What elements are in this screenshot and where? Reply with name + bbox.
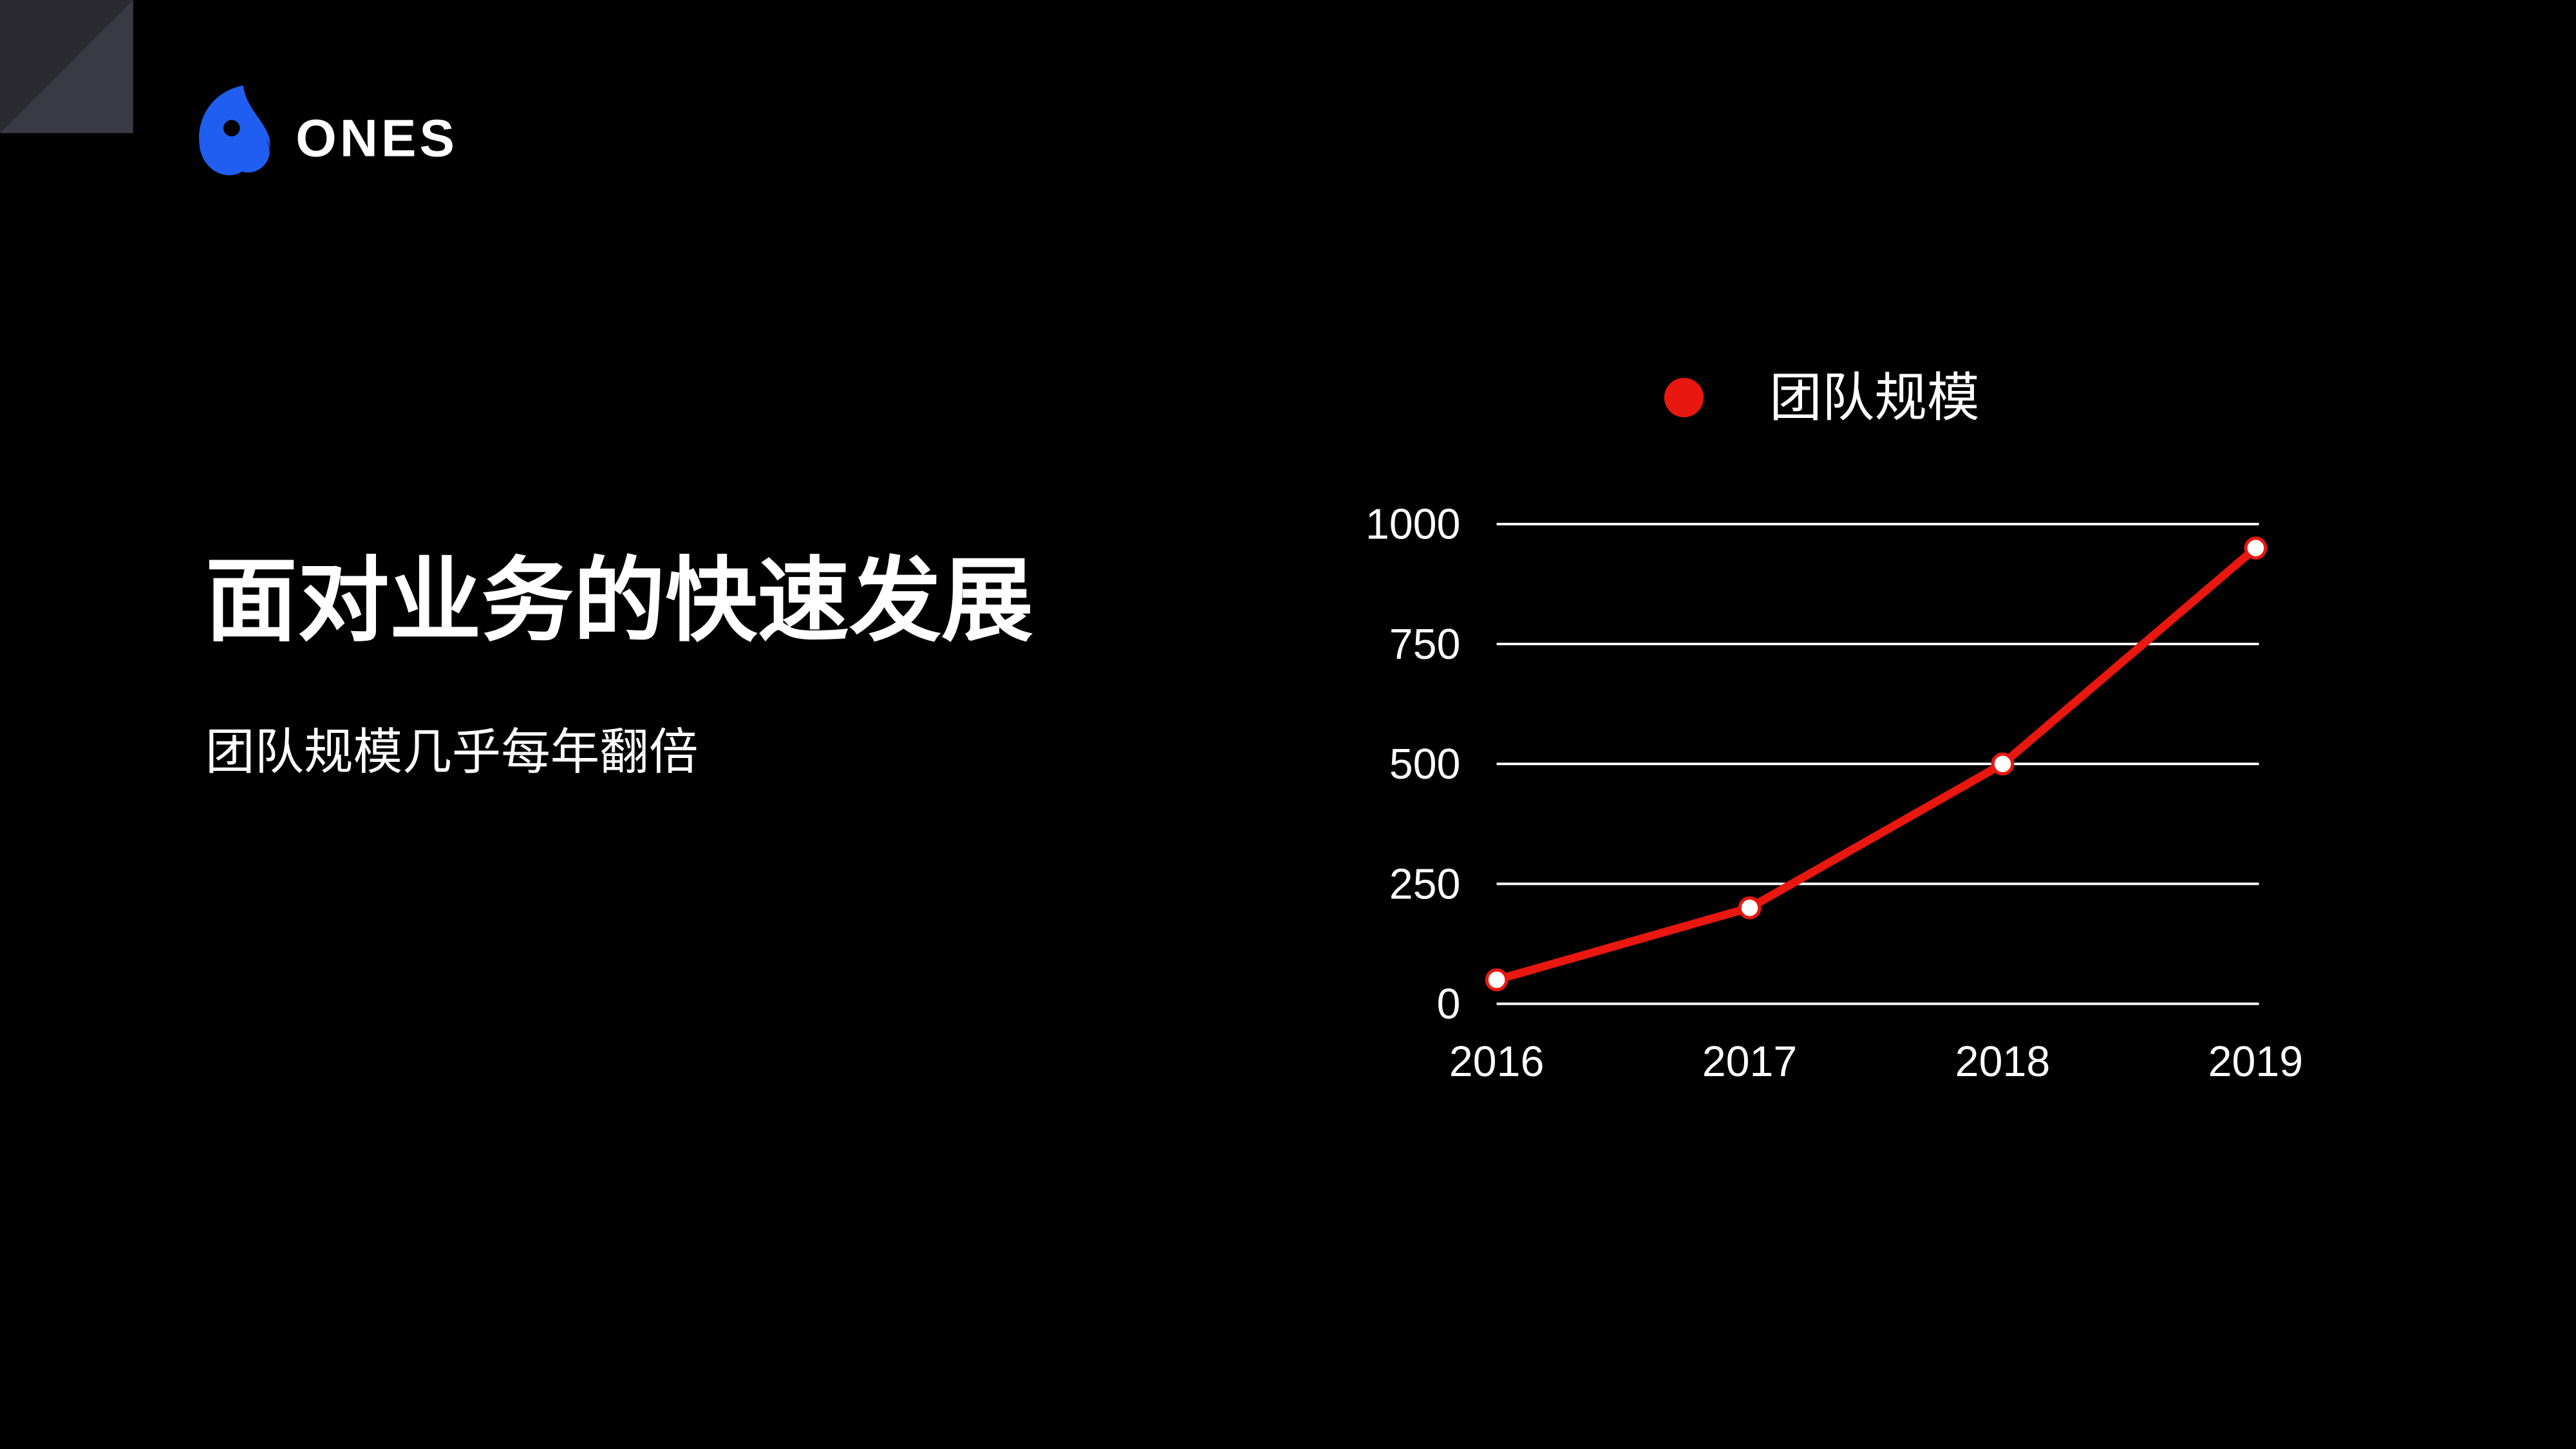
chart: 0 250 500 750 1000 2016 2017 2018 2019 团队规模: [1366, 368, 2303, 1085]
slide-title: 面对业务的快速发展: [205, 550, 1033, 652]
data-point: [1738, 896, 1762, 920]
x-tick-label: 2017: [1702, 1038, 1798, 1086]
data-point: [1991, 752, 2015, 776]
x-tick-label: 2019: [2208, 1038, 2304, 1086]
series-line: [1495, 545, 2259, 984]
x-tick-label: 2016: [1449, 1038, 1545, 1086]
data-point: [2244, 536, 2268, 560]
x-tick-label: 2018: [1955, 1038, 2051, 1086]
y-tick-label: 750: [1389, 621, 1461, 668]
y-tick-label: 250: [1389, 860, 1461, 908]
legend-label: 团队规模: [1769, 368, 1980, 427]
logo-icon: [199, 85, 270, 176]
y-tick-label: 500: [1389, 741, 1461, 788]
corner-fold: [0, 0, 133, 133]
y-tick-label: 0: [1437, 981, 1461, 1028]
logo-text: ONES: [296, 109, 458, 167]
data-point: [1485, 968, 1509, 992]
legend-marker: [1664, 377, 1704, 417]
y-tick-label: 1000: [1366, 501, 1461, 549]
slide-subtitle: 团队规模几乎每年翻倍: [205, 725, 698, 780]
